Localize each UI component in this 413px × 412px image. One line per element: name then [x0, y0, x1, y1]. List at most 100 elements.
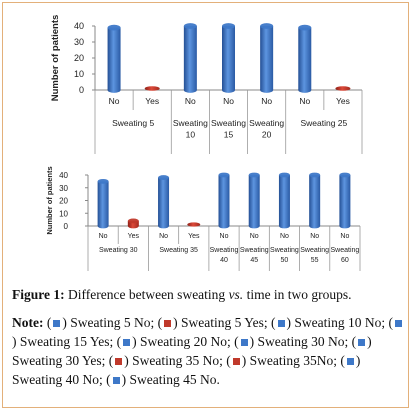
category-label: Yes	[336, 96, 350, 106]
y-tick-label: 0	[64, 222, 69, 231]
bar	[339, 175, 351, 226]
category-label: No	[185, 96, 196, 106]
bar-cap	[107, 24, 121, 31]
legend-item: () Sweating 45 No.	[102, 372, 220, 387]
legend-item: () Sweating 5 Yes;	[154, 315, 268, 330]
category-label: Yes	[145, 96, 159, 106]
legend-item: () Sweating 40 No;	[12, 353, 361, 387]
group-label: Sweating 5	[112, 118, 154, 128]
figure-note: Note: () Sweating 5 No; () Sweating 5 Ye…	[12, 313, 405, 389]
y-tick-label: 0	[79, 85, 84, 95]
chart-top: Number of patients 0 10 20 30 40 No Yes No No No No…	[50, 15, 363, 154]
category-label: No	[340, 233, 349, 240]
y-axis-label: Number of patients	[50, 15, 61, 102]
bar-base	[339, 223, 351, 229]
bar-base	[278, 223, 290, 229]
legend-item: () Sweating 35 No;	[105, 353, 223, 368]
figure-caption: Figure 1: Difference between sweating vs…	[12, 286, 402, 303]
bar	[335, 86, 351, 91]
caption-text-before: Difference between sweating	[64, 287, 229, 302]
group-label: Sweating 35	[159, 247, 198, 254]
legend-swatch	[395, 319, 402, 327]
caption-text-em: vs.	[228, 287, 244, 302]
y-tick-label: 30	[74, 37, 84, 47]
category-label: No	[261, 96, 272, 106]
legend-text: Sweating 35 No;	[132, 353, 223, 368]
group-label: Sweating 60	[330, 247, 359, 264]
legend-swatch	[346, 357, 354, 365]
legend-swatch	[240, 338, 248, 346]
caption-label: Figure 1:	[12, 287, 65, 302]
chart-bottom: Number of patients 0 10 20 30 40 No Yes No Yes No N…	[45, 166, 361, 271]
bar	[158, 177, 170, 226]
legend-item: () Sweating 15 Yes;	[12, 315, 404, 349]
bar	[218, 175, 230, 226]
category-label: Yes	[188, 233, 200, 240]
y-tick-label: 10	[74, 69, 84, 79]
legend-item: () Sweating 35No;	[222, 353, 338, 368]
bar-cap	[260, 23, 274, 29]
bar-base	[298, 87, 312, 93]
legend-text: Sweating 5 Yes;	[180, 315, 268, 330]
caption-text-after: time in two groups.	[243, 287, 352, 302]
bar-cap	[339, 172, 351, 178]
y-tick-label: 20	[59, 197, 68, 206]
group-label: Sweating 10	[173, 118, 208, 140]
bar-base	[183, 87, 197, 93]
legend-swatch	[115, 357, 123, 365]
bar-base	[97, 223, 109, 229]
legend-item: () Sweating 30 Yes;	[12, 334, 372, 368]
bar-base	[222, 87, 235, 93]
category-label: No	[220, 233, 229, 240]
bar-cap	[183, 23, 197, 29]
legend-swatch	[358, 338, 366, 346]
charts-canvas: Number of patients 0 10 20 30 40 No Yes No No No No…	[45, 15, 363, 271]
bar-cap	[222, 23, 235, 29]
category-label: No	[223, 96, 234, 106]
category-label: No	[99, 233, 108, 240]
legend-item: () Sweating 20 No;	[113, 334, 231, 349]
category-label: No	[250, 233, 259, 240]
bar-base	[127, 223, 139, 229]
bar	[248, 175, 260, 226]
legend-swatch	[277, 319, 285, 327]
bar	[187, 222, 201, 227]
category-label: No	[299, 96, 310, 106]
bar-cap	[158, 175, 170, 180]
group-label: Sweating 40	[210, 247, 239, 264]
category-label: Yes	[128, 233, 140, 240]
category-label: No	[280, 233, 289, 240]
group-label: Sweating 25	[300, 118, 347, 128]
legend-text: Sweating 30 Yes;	[12, 353, 106, 368]
group-label: Sweating 30	[99, 247, 138, 254]
y-tick-label: 30	[59, 184, 68, 193]
legend-text: Sweating 20 No;	[140, 334, 231, 349]
bar	[97, 181, 109, 226]
legend-text: Sweating 5 No;	[70, 315, 155, 330]
legend-swatch	[112, 376, 120, 384]
legend-swatch	[53, 319, 61, 327]
y-tick-label: 10	[59, 209, 68, 218]
bar-cap	[309, 172, 321, 178]
legend-swatch	[164, 319, 172, 327]
group-label: Sweating 55	[300, 247, 329, 264]
note-label: Note:	[12, 315, 44, 330]
bar	[222, 26, 235, 90]
bar-base	[158, 223, 170, 229]
y-tick-label: 40	[59, 171, 68, 180]
category-label: No	[159, 233, 168, 240]
group-label: Sweating 15	[211, 118, 246, 140]
category-label: No	[310, 233, 319, 240]
legend-text: Sweating 30 No;	[257, 334, 349, 349]
bar-cap	[97, 178, 109, 184]
bar	[107, 27, 121, 91]
group-label: Sweating 45	[240, 247, 269, 264]
legend-text: Sweating 45 No.	[129, 372, 220, 387]
bar	[278, 175, 290, 226]
bar-base	[107, 87, 121, 93]
legend-text: Sweating 10 No;	[294, 315, 386, 330]
y-tick-label: 40	[74, 21, 84, 31]
bar-base	[218, 223, 230, 229]
legend-swatch	[123, 338, 131, 346]
legend-text: Sweating 40 No;	[12, 372, 103, 387]
